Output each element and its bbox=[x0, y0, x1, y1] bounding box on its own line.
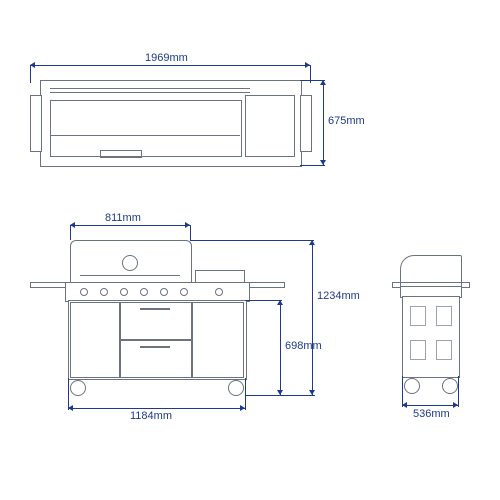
vent bbox=[436, 340, 452, 360]
handle bbox=[140, 346, 170, 348]
dim-total-h bbox=[312, 240, 313, 395]
dim-top-width bbox=[30, 65, 310, 66]
caster bbox=[70, 380, 86, 396]
dim-total-h-label: 1234mm bbox=[317, 290, 360, 302]
caster bbox=[442, 378, 458, 394]
top-view-detail bbox=[50, 88, 250, 89]
dim-base-w-label: 1184mm bbox=[130, 410, 172, 422]
knob bbox=[100, 288, 108, 296]
dim-top-height bbox=[323, 80, 324, 165]
thermo bbox=[122, 255, 138, 271]
handle bbox=[140, 308, 170, 310]
top-view-detail bbox=[100, 150, 142, 158]
hood-handle bbox=[80, 275, 180, 276]
front-shelf-left bbox=[30, 282, 67, 288]
caster bbox=[404, 378, 420, 394]
ext bbox=[190, 240, 314, 241]
dim-hood-w-label: 811mm bbox=[105, 212, 141, 224]
top-view-shelf-left bbox=[30, 95, 42, 152]
dim-hood-w bbox=[70, 225, 190, 226]
ext bbox=[300, 165, 325, 166]
dim-top-height-label: 675mm bbox=[328, 115, 365, 127]
knob bbox=[180, 288, 188, 296]
ext bbox=[402, 376, 403, 407]
ext bbox=[458, 376, 459, 407]
vent bbox=[436, 306, 452, 326]
ext bbox=[245, 300, 282, 301]
ext bbox=[245, 378, 246, 410]
arrow bbox=[309, 390, 315, 395]
technical-drawing: 1969mm 675mm 811mm 698mm bbox=[0, 0, 500, 500]
knob bbox=[160, 288, 168, 296]
top-view-detail bbox=[50, 92, 250, 93]
ext bbox=[30, 65, 31, 83]
knob bbox=[80, 288, 88, 296]
top-view-sideburner bbox=[245, 95, 295, 157]
vent bbox=[410, 306, 426, 326]
ext bbox=[190, 225, 191, 240]
knob bbox=[120, 288, 128, 296]
top-view-hood bbox=[50, 100, 242, 157]
ext bbox=[68, 378, 69, 410]
front-shelf-right bbox=[248, 282, 285, 288]
dim-side-depth-label: 536mm bbox=[413, 408, 450, 420]
dim-top-width-label: 1969mm bbox=[145, 52, 188, 64]
ext bbox=[70, 225, 71, 240]
front-door-left bbox=[70, 302, 120, 378]
dim-side-depth bbox=[402, 405, 458, 406]
dim-base-h bbox=[280, 300, 281, 395]
dim-base-w bbox=[68, 408, 245, 409]
front-door-right bbox=[192, 302, 244, 378]
caster bbox=[228, 380, 244, 396]
knob bbox=[215, 288, 223, 296]
knob bbox=[140, 288, 148, 296]
dim-base-h-label: 698mm bbox=[285, 340, 322, 352]
ext bbox=[245, 395, 315, 396]
vent bbox=[410, 340, 426, 360]
top-view-shelf-right bbox=[300, 95, 312, 152]
ext bbox=[300, 80, 325, 81]
top-view-detail bbox=[50, 135, 240, 136]
